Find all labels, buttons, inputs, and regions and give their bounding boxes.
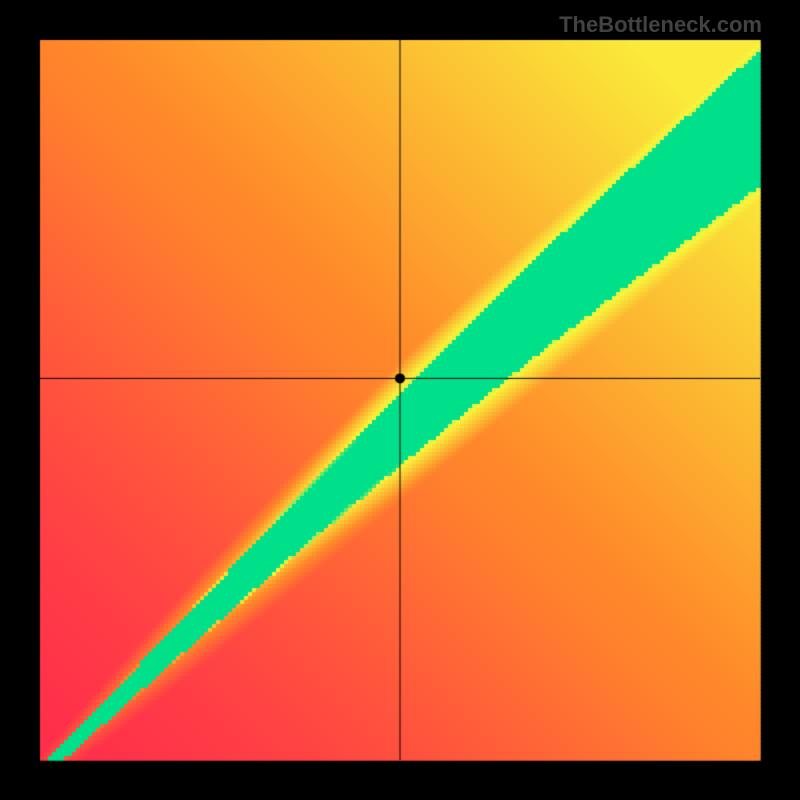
watermark-text: TheBottleneck.com: [559, 12, 762, 38]
chart-container: TheBottleneck.com: [0, 0, 800, 800]
bottleneck-heatmap: [0, 0, 800, 800]
